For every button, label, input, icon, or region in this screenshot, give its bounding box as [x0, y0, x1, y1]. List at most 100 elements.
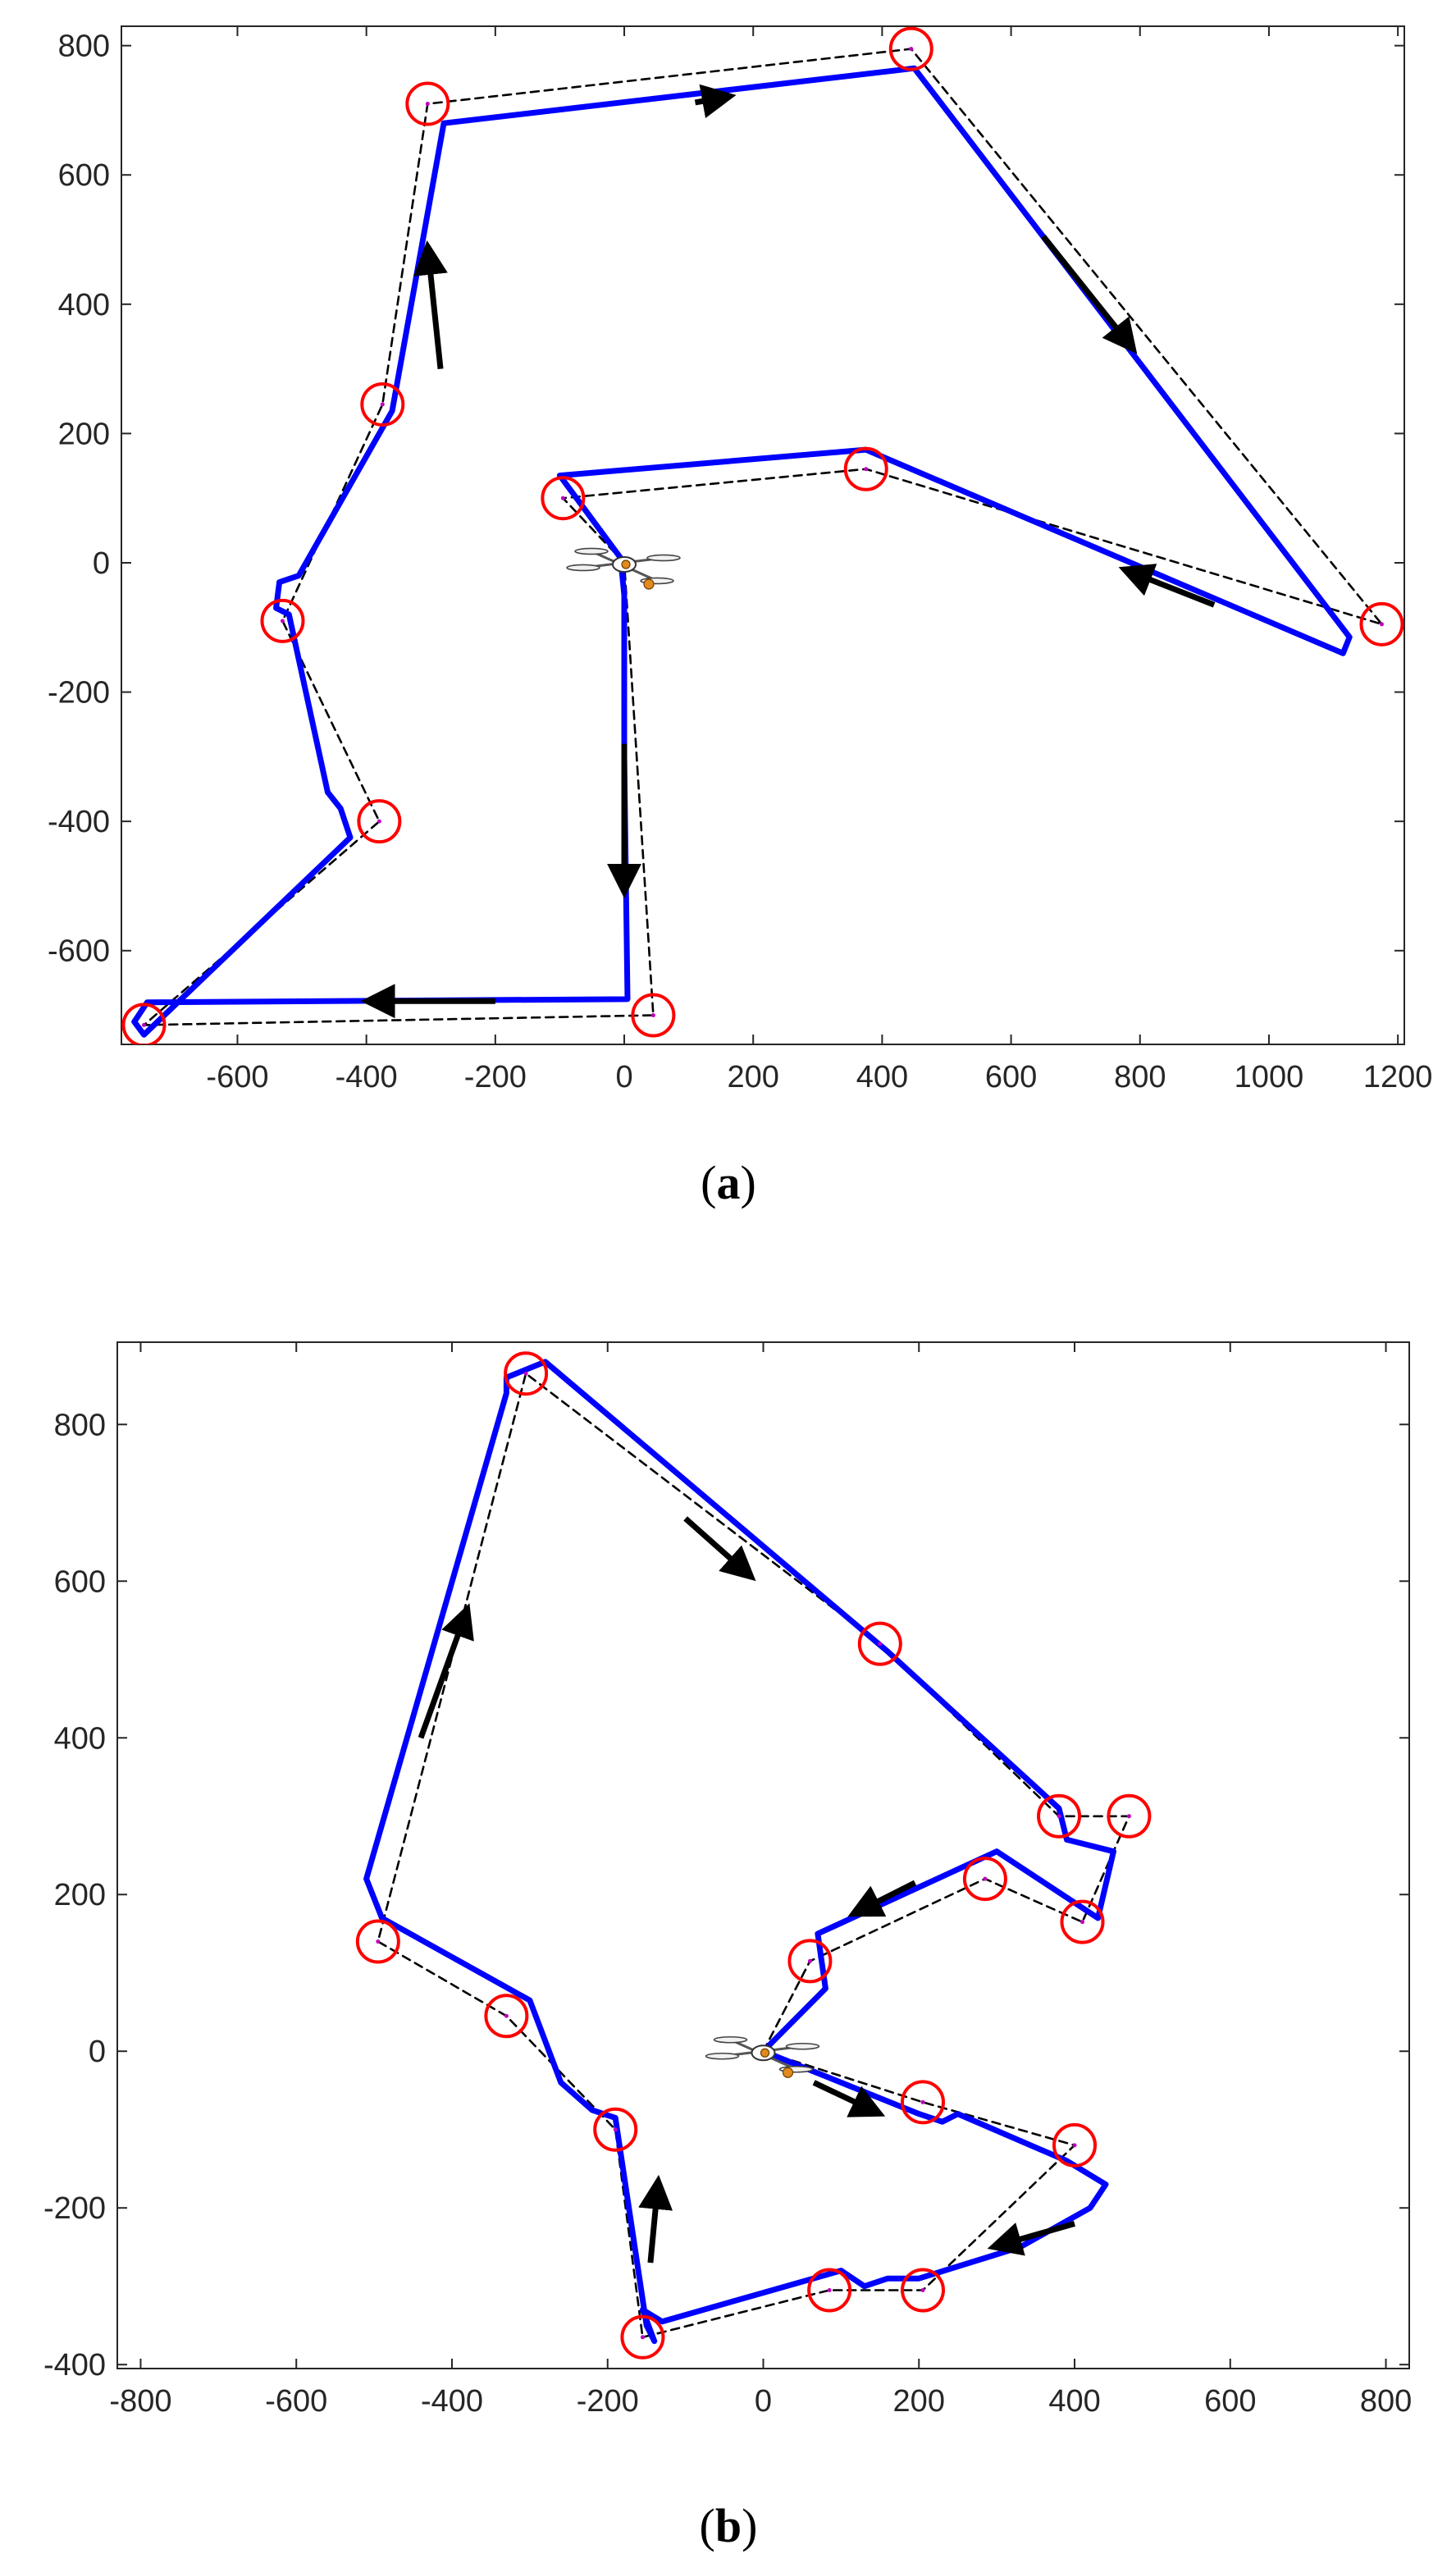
- waypoint-circle: [620, 2314, 665, 2360]
- waypoint-center-dot: [613, 2127, 618, 2132]
- axes-frame-b: [116, 1341, 1410, 2369]
- drone-rotor: [785, 2042, 820, 2050]
- drone-icon: [566, 547, 681, 590]
- panel-label-a: (a): [646, 1155, 810, 1210]
- waypoint-circle: [1060, 1899, 1105, 1944]
- drone-rotor: [713, 2035, 748, 2044]
- x-tick-label: 0: [755, 2384, 772, 2419]
- waypoint-circle: [901, 2268, 946, 2313]
- waypoint-center-dot: [142, 1022, 147, 1027]
- y-tick-label: -400: [43, 2348, 106, 2382]
- panel-label-b-open: (: [699, 2499, 715, 2552]
- waypoint-center-dot: [920, 2099, 925, 2104]
- waypoint-circle: [357, 799, 402, 844]
- waypoint-circle: [484, 1994, 529, 2039]
- waypoint-center-dot: [909, 47, 914, 52]
- waypoint-center-dot: [523, 1371, 528, 1376]
- waypoint-center-dot: [280, 619, 285, 624]
- waypoint-circle: [787, 1939, 833, 1984]
- waypoint-center-dot: [376, 1939, 381, 1944]
- x-tick-label: 800: [1114, 1060, 1166, 1094]
- waypoint-circle: [631, 993, 676, 1038]
- x-tick-label: 600: [985, 1060, 1037, 1094]
- y-tick-label: -400: [48, 805, 110, 839]
- x-tick-label: -400: [421, 2384, 483, 2419]
- direction-arrow: [418, 1603, 474, 1739]
- plot-a: -600 -400 -200 0 200 400 600 800 1000 1200 -600 -40…: [48, 25, 1433, 1094]
- panel-label-b-close: ): [742, 2499, 758, 2552]
- y-tick-label: 200: [54, 1878, 106, 1912]
- waypoint-circle: [843, 446, 888, 491]
- panel-label-a-close: ): [740, 1156, 756, 1209]
- drone-rotor: [705, 2052, 740, 2060]
- y-tick-label: 600: [54, 1565, 106, 1599]
- waypoint-center-dot: [983, 1876, 988, 1881]
- y-tick-label: 400: [54, 1721, 106, 1756]
- drone-camera: [760, 2048, 770, 2058]
- drone-gimbal: [782, 2067, 794, 2078]
- waypoint-center-dot: [920, 2288, 925, 2293]
- panel-label-b: (b): [646, 2498, 810, 2553]
- x-tick-label: -600: [206, 1060, 268, 1094]
- drone-gimbal: [643, 578, 655, 590]
- waypoint-circle: [807, 2268, 852, 2313]
- direction-arrow: [1041, 234, 1138, 354]
- y-tick-label: 800: [58, 30, 110, 64]
- x-tick-label: -200: [464, 1060, 527, 1094]
- y-tick-label: 400: [58, 288, 110, 322]
- axes-frame-a: [121, 25, 1405, 1045]
- waypoint-center-dot: [380, 402, 385, 407]
- y-tick-label: 200: [58, 417, 110, 451]
- x-tick-label: -600: [265, 2384, 327, 2419]
- y-tick-label: -200: [48, 676, 110, 710]
- waypoint-center-dot: [560, 496, 565, 500]
- waypoint-center-dot: [377, 819, 381, 824]
- y-tick-label: 0: [89, 2035, 106, 2069]
- x-tick-label: 600: [1204, 2384, 1256, 2419]
- x-tick-label: -400: [335, 1060, 398, 1094]
- waypoint-circle: [504, 1351, 549, 1396]
- waypoint-circle: [901, 2080, 946, 2125]
- direction-arrow: [413, 240, 448, 369]
- direction-arrow: [847, 1880, 917, 1917]
- y-tick-label: 600: [58, 158, 110, 193]
- waypoint-circle: [857, 1621, 902, 1666]
- x-tick-label: 0: [615, 1060, 632, 1094]
- y-tick-label: -200: [43, 2191, 106, 2226]
- x-tick-label: 200: [728, 1060, 779, 1094]
- x-tick-label: 400: [856, 1060, 908, 1094]
- drone-camera: [621, 560, 631, 569]
- waypoint-center-dot: [864, 467, 869, 472]
- panel-label-a-open: (: [701, 1156, 717, 1209]
- waypoint-circle: [405, 81, 450, 126]
- waypoint-center-dot: [1057, 1814, 1061, 1819]
- waypoint-circle: [1052, 2122, 1098, 2168]
- direction-arrow: [987, 2220, 1075, 2256]
- drone-icon: [705, 2035, 820, 2078]
- drone-rotor: [574, 547, 609, 555]
- drone-rotor: [646, 554, 681, 562]
- waypoint-center-dot: [425, 102, 430, 107]
- waypoint-circle: [962, 1857, 1007, 1902]
- y-tick-label: -600: [48, 934, 110, 969]
- waypoint-circle: [541, 476, 586, 521]
- direction-arrow: [638, 2174, 673, 2264]
- plot-area-a: [121, 26, 1404, 1044]
- waypoint-circle: [1037, 1793, 1082, 1839]
- waypoint-center-dot: [878, 1642, 883, 1647]
- panel-label-a-letter: a: [716, 1156, 741, 1209]
- waypoint-center-dot: [827, 2288, 832, 2293]
- waypoint-circle: [888, 26, 933, 71]
- waypoint-circle: [1359, 601, 1404, 646]
- x-tick-label: 200: [893, 2384, 945, 2419]
- x-tick-label: -800: [109, 2384, 171, 2419]
- y-tick-label: 0: [93, 546, 110, 581]
- waypoint-center-dot: [1080, 1920, 1085, 1925]
- waypoint-center-dot: [504, 2013, 509, 2018]
- direction-arrow: [812, 2080, 886, 2117]
- waypoint-circle: [260, 598, 305, 643]
- waypoint-center-dot: [650, 1013, 655, 1018]
- waypoint-circle: [593, 2107, 638, 2152]
- waypoint-circle: [1107, 1793, 1152, 1839]
- x-tick-label: 1200: [1363, 1060, 1433, 1094]
